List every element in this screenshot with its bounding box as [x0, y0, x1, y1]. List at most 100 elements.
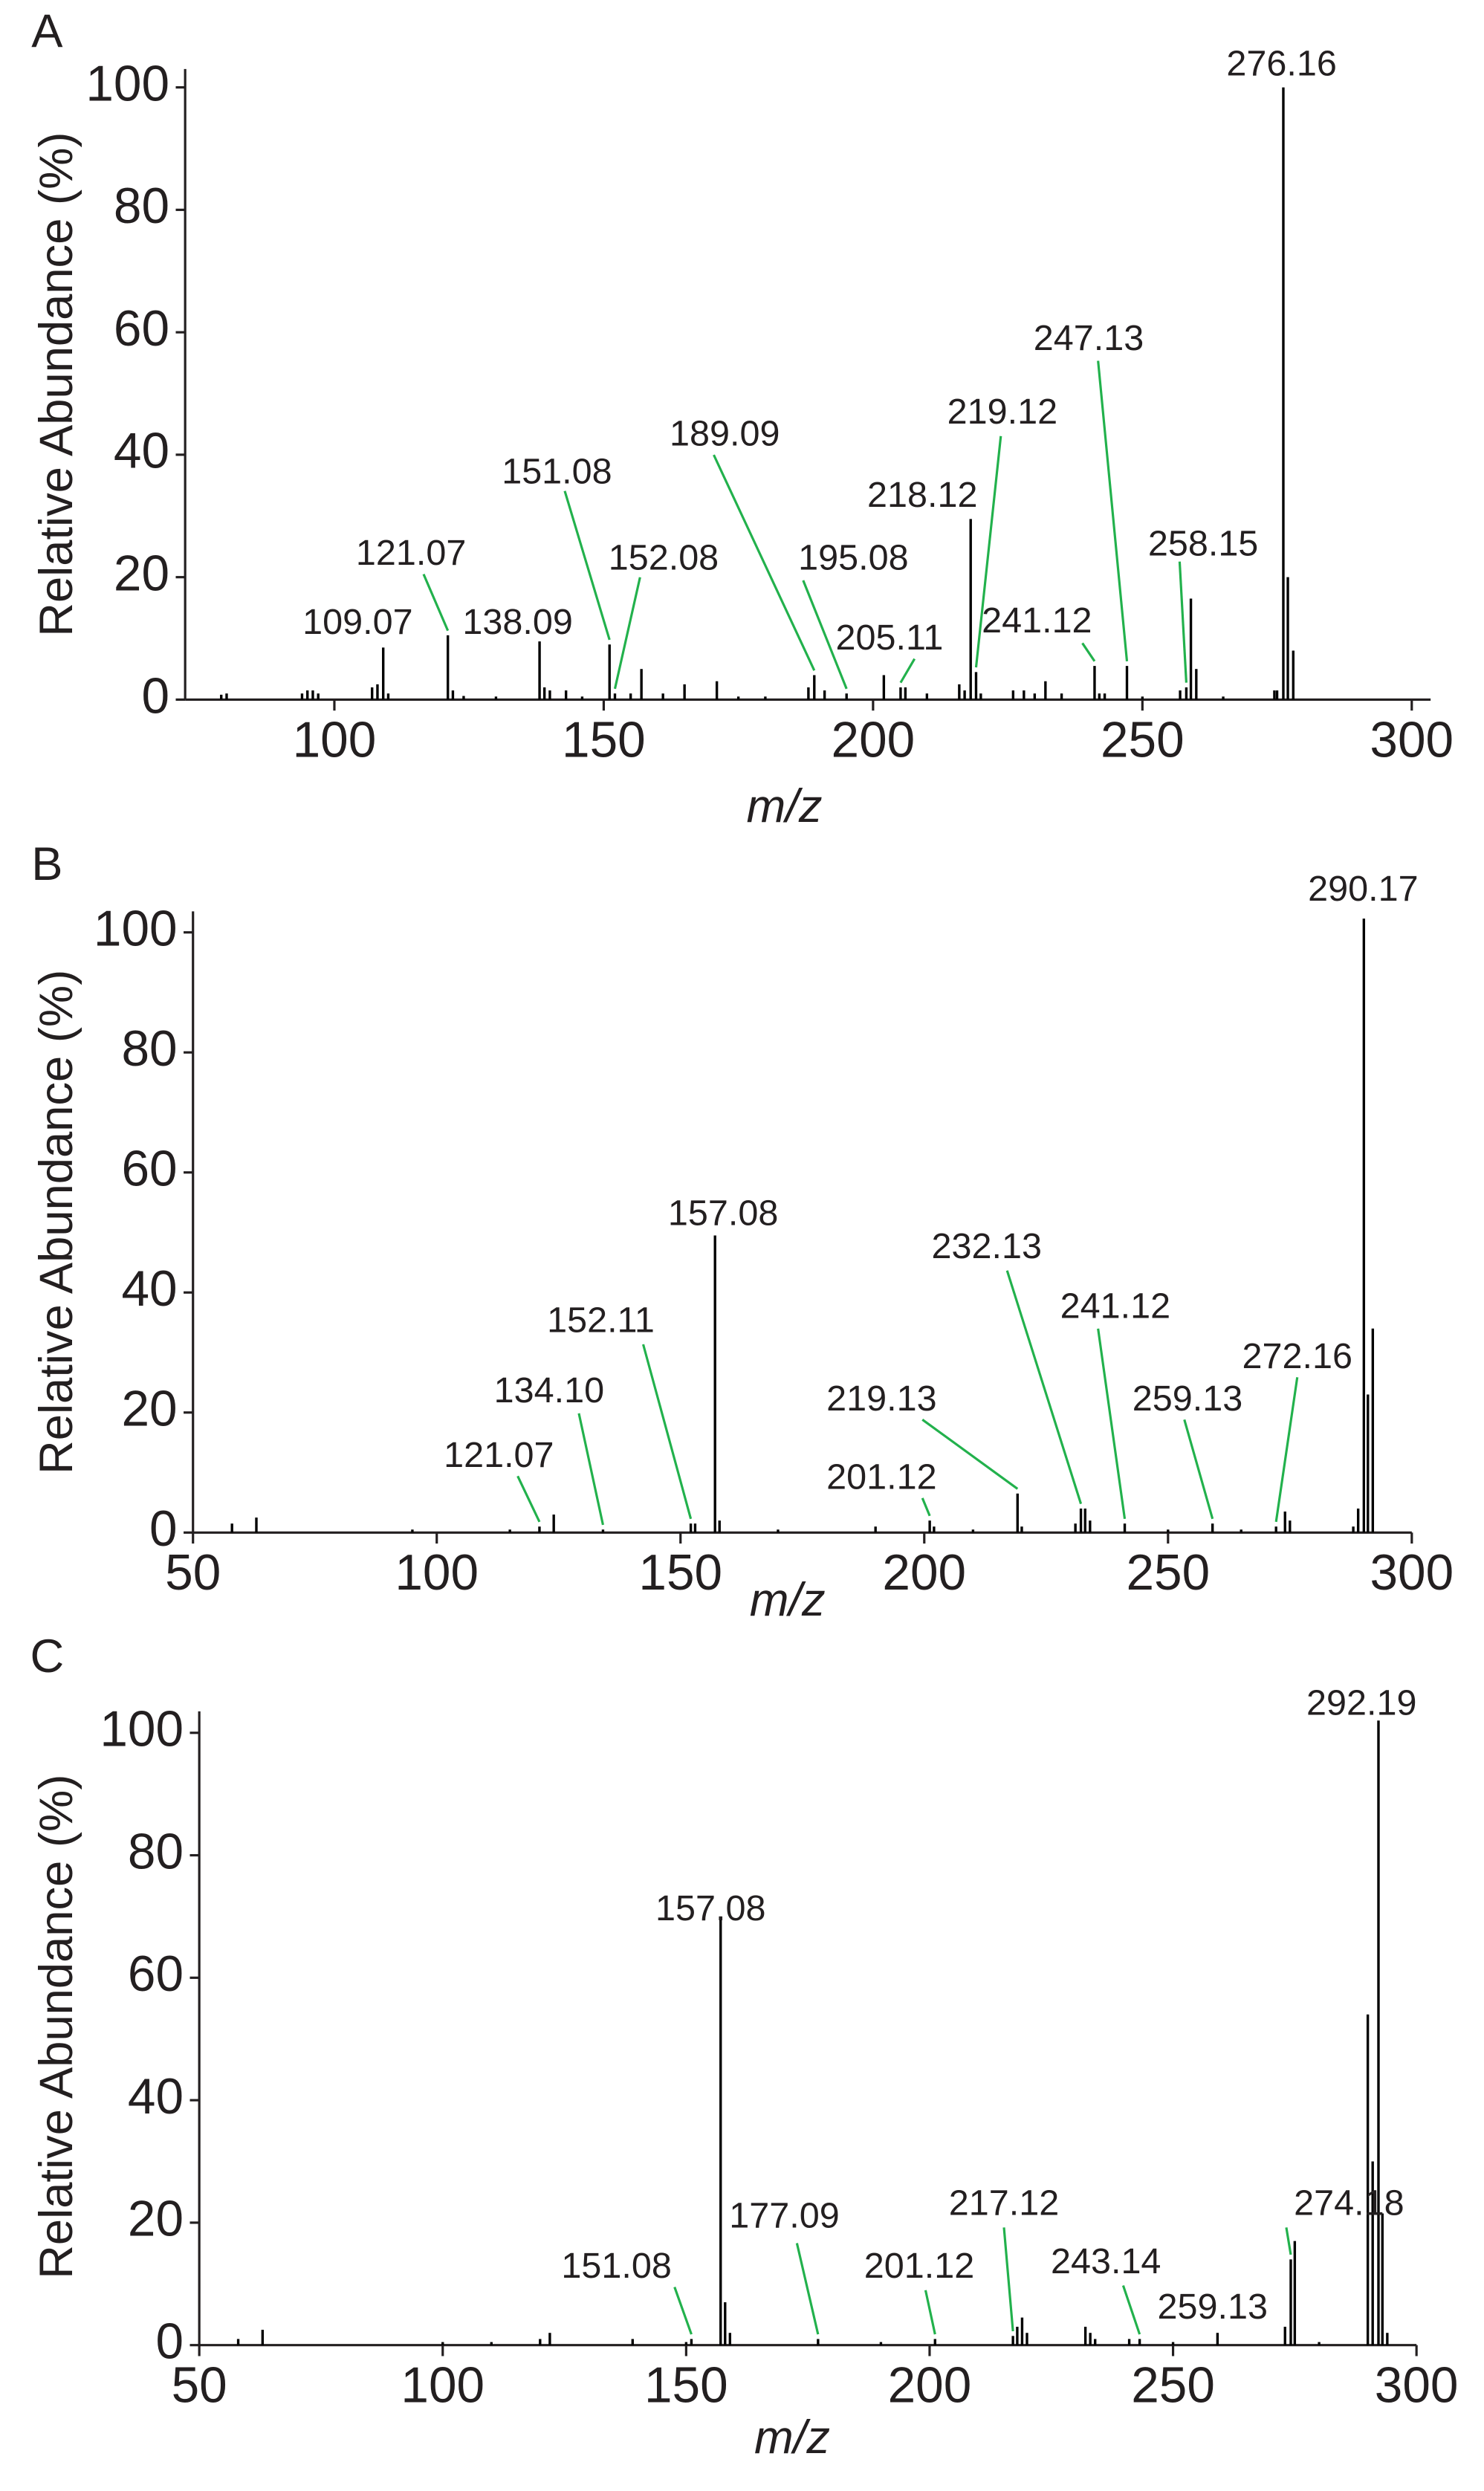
peak-annotation: 274.18 — [1294, 2183, 1404, 2223]
x-tick-label: 300 — [1370, 712, 1454, 768]
y-axis-label: Relative Abundance (%) — [30, 1775, 82, 2279]
y-tick-label: 60 — [121, 1141, 177, 1197]
peak-annotation: 109.07 — [302, 602, 412, 642]
peak-annotation: 189.09 — [670, 414, 780, 454]
x-tick-label: 150 — [644, 2358, 728, 2414]
y-tick-label: 80 — [128, 1824, 184, 1879]
y-tick-label: 0 — [141, 668, 169, 724]
x-tick-label: 250 — [1101, 712, 1185, 768]
annotation-leader — [1121, 2284, 1141, 2335]
annotation-leader — [1081, 642, 1096, 662]
annotation-leader — [899, 658, 916, 684]
annotation-leader — [641, 1344, 693, 1520]
x-tick-label: 200 — [882, 1545, 966, 1601]
y-tick-label: 20 — [128, 2192, 184, 2247]
peak-annotation: 219.12 — [947, 392, 1057, 432]
panel-label: C — [30, 1630, 65, 1682]
y-tick-label: 20 — [114, 546, 169, 602]
peak-annotation: 157.08 — [655, 1888, 765, 1928]
peak-annotation: 258.15 — [1148, 523, 1258, 563]
annotation-leader — [516, 1475, 541, 1523]
x-tick-label: 250 — [1126, 1545, 1210, 1601]
y-axis-label: Relative Abundance (%) — [30, 132, 82, 637]
y-axis-label: Relative Abundance (%) — [30, 970, 82, 1474]
peak-annotation: 241.12 — [1060, 1286, 1170, 1326]
annotation-leader — [422, 573, 450, 632]
x-tick-label: 200 — [888, 2358, 972, 2414]
x-axis-label: m/z — [746, 780, 822, 832]
y-tick-label: 80 — [121, 1021, 177, 1077]
x-axis-label: m/z — [754, 2411, 830, 2464]
y-tick-label: 40 — [121, 1261, 177, 1317]
annotation-leader — [974, 435, 1002, 668]
peak-annotation: 134.10 — [494, 1370, 604, 1410]
peak-annotation: 151.08 — [502, 451, 612, 491]
panel-label: A — [31, 5, 63, 57]
x-tick-label: 300 — [1375, 2358, 1459, 2414]
peak-annotation: 290.17 — [1308, 869, 1418, 909]
peak-annotation: 205.11 — [835, 618, 943, 658]
peak-annotation: 201.12 — [864, 2246, 974, 2286]
annotation-leader — [924, 2290, 936, 2335]
peak-annotation: 121.07 — [444, 1435, 554, 1475]
peak-annotation: 195.08 — [798, 537, 908, 577]
annotation-leader — [1183, 1419, 1214, 1520]
annotation-leader — [921, 1419, 1019, 1490]
peak-annotation: 121.07 — [356, 533, 466, 573]
annotation-leader — [713, 454, 816, 671]
peak-annotation: 243.14 — [1051, 2241, 1161, 2281]
annotation-leader — [1285, 2227, 1292, 2255]
panel-label: B — [31, 838, 62, 890]
annotation-leader — [1097, 360, 1129, 661]
peak-annotation: 232.13 — [932, 1226, 1042, 1266]
x-tick-label: 100 — [401, 2358, 485, 2414]
x-axis-label: m/z — [750, 1574, 826, 1626]
peak-annotation: 152.11 — [547, 1300, 655, 1340]
x-tick-label: 100 — [293, 712, 377, 768]
peak-annotation: 247.13 — [1034, 318, 1144, 358]
annotation-leader — [563, 490, 611, 641]
peak-annotation: 151.08 — [561, 2246, 671, 2286]
x-tick-label: 150 — [562, 712, 646, 768]
y-tick-label: 100 — [85, 56, 169, 111]
y-tick-label: 60 — [114, 301, 169, 357]
peak-annotation: 259.13 — [1158, 2287, 1268, 2327]
y-tick-label: 0 — [155, 2314, 184, 2370]
peak-annotation: 157.08 — [668, 1193, 778, 1234]
peak-annotation: 292.19 — [1306, 1682, 1416, 1723]
y-tick-label: 100 — [94, 901, 178, 957]
x-tick-label: 50 — [172, 2358, 227, 2414]
peak-annotation: 276.16 — [1226, 43, 1336, 83]
peak-annotation: 218.12 — [867, 475, 977, 515]
x-tick-label: 200 — [832, 712, 916, 768]
y-tick-label: 0 — [149, 1501, 178, 1557]
x-tick-label: 100 — [395, 1545, 479, 1601]
peak-annotation: 201.12 — [826, 1457, 936, 1497]
x-tick-label: 250 — [1131, 2358, 1215, 2414]
annotation-leader — [1097, 1328, 1127, 1520]
y-tick-label: 60 — [128, 1946, 184, 2002]
annotation-leader — [577, 1413, 604, 1526]
peak-annotation: 259.13 — [1133, 1379, 1242, 1419]
y-tick-label: 100 — [100, 1702, 184, 1758]
annotation-leader — [1005, 1270, 1083, 1505]
y-tick-label: 20 — [121, 1381, 177, 1437]
annotation-leader — [1274, 1377, 1299, 1523]
annotation-leader — [795, 2243, 820, 2335]
peak-annotation: 138.09 — [462, 602, 572, 642]
peak-annotation: 217.12 — [949, 2183, 1059, 2223]
peak-annotation: 241.12 — [982, 600, 1092, 641]
annotation-leader — [1178, 561, 1187, 683]
peak-annotation: 152.08 — [609, 537, 719, 577]
peak-annotation: 177.09 — [729, 2196, 839, 2236]
x-tick-label: 150 — [638, 1545, 722, 1601]
y-tick-label: 80 — [114, 178, 169, 234]
annotation-leader — [921, 1497, 931, 1517]
annotation-leader — [613, 577, 641, 690]
annotation-leader — [1002, 2227, 1014, 2332]
peak-annotation: 272.16 — [1242, 1336, 1352, 1376]
x-tick-label: 50 — [165, 1545, 221, 1601]
y-tick-label: 40 — [114, 424, 169, 479]
x-tick-label: 300 — [1370, 1545, 1454, 1601]
